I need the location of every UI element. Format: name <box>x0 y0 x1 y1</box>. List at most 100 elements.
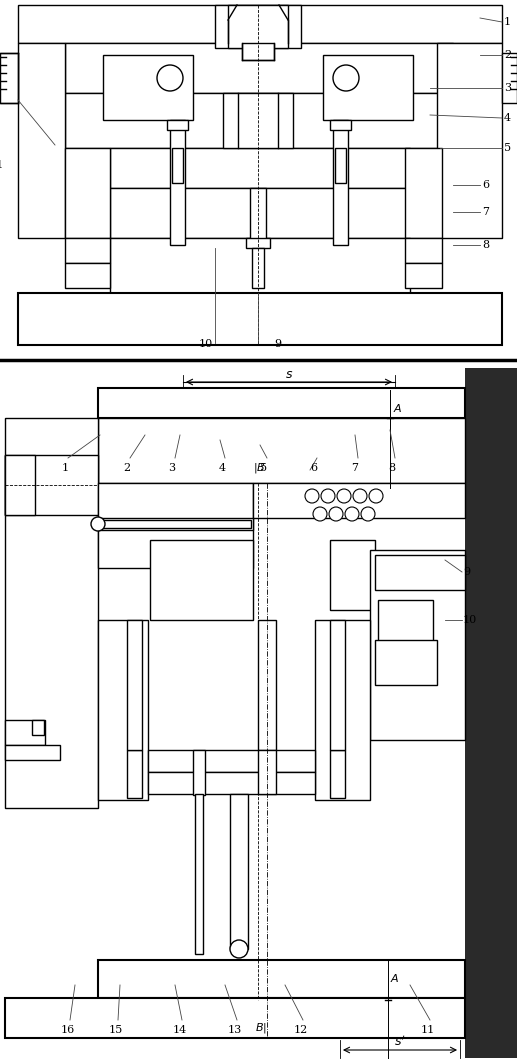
Text: 6: 6 <box>482 180 489 190</box>
Circle shape <box>353 489 367 503</box>
Bar <box>5 998 465 1038</box>
Circle shape <box>91 517 105 530</box>
Bar <box>0 53 18 103</box>
Circle shape <box>157 65 183 91</box>
Text: 9: 9 <box>463 567 470 577</box>
Bar <box>98 418 465 483</box>
Bar <box>5 998 465 1038</box>
Bar <box>215 5 301 48</box>
Bar <box>103 55 193 120</box>
Bar <box>502 53 517 103</box>
Bar <box>148 772 315 794</box>
Bar <box>405 263 442 288</box>
Text: 4: 4 <box>219 463 225 473</box>
Bar <box>110 238 410 293</box>
Bar <box>315 620 370 800</box>
Bar <box>98 483 253 568</box>
Bar <box>250 188 266 243</box>
Text: 10: 10 <box>199 340 213 349</box>
Bar <box>437 44 502 238</box>
Text: $|B$: $|B$ <box>253 460 266 475</box>
Text: 2: 2 <box>124 463 131 473</box>
Text: 7: 7 <box>352 463 358 473</box>
Bar <box>246 238 270 248</box>
Bar <box>150 540 253 620</box>
Bar <box>98 518 253 530</box>
Bar <box>330 540 375 610</box>
Bar <box>65 93 453 147</box>
Bar <box>5 745 60 760</box>
Bar <box>465 368 517 1058</box>
Text: 13: 13 <box>228 1025 242 1034</box>
Bar <box>98 960 465 998</box>
Bar <box>228 5 288 48</box>
Bar <box>242 44 274 60</box>
Bar <box>18 293 502 345</box>
Text: $s$: $s$ <box>285 367 293 381</box>
Bar <box>258 750 276 794</box>
Bar <box>98 620 148 800</box>
Bar <box>5 720 45 745</box>
Bar <box>330 120 351 131</box>
Circle shape <box>361 507 375 521</box>
Bar <box>502 53 517 103</box>
Bar <box>258 620 276 750</box>
Bar <box>244 44 272 58</box>
Circle shape <box>329 507 343 521</box>
Bar <box>18 5 502 44</box>
Text: 1: 1 <box>504 17 511 27</box>
Bar <box>378 601 433 680</box>
Bar <box>170 120 185 245</box>
Bar <box>103 55 193 120</box>
Bar <box>330 750 345 798</box>
Text: 1: 1 <box>62 463 69 473</box>
Bar <box>100 520 251 528</box>
Text: 6: 6 <box>310 463 317 473</box>
Text: 16: 16 <box>61 1025 75 1034</box>
Bar <box>335 147 346 182</box>
Bar <box>333 120 348 245</box>
Bar <box>172 147 183 182</box>
Bar <box>5 455 98 515</box>
Bar <box>5 455 98 515</box>
Text: 11: 11 <box>0 160 4 170</box>
Bar <box>65 93 453 147</box>
Bar <box>370 550 465 740</box>
Text: 12: 12 <box>294 1025 308 1034</box>
Bar <box>378 601 433 680</box>
Circle shape <box>305 489 319 503</box>
Bar <box>127 750 142 798</box>
Bar <box>252 248 264 288</box>
Bar <box>405 147 442 238</box>
Text: 15: 15 <box>109 1025 123 1034</box>
Bar <box>223 93 293 147</box>
Bar <box>127 620 142 750</box>
Text: 8: 8 <box>388 463 396 473</box>
Bar <box>98 388 465 418</box>
Text: 14: 14 <box>173 1025 187 1034</box>
Bar <box>110 238 410 293</box>
Bar <box>323 55 413 120</box>
Bar <box>253 483 465 518</box>
Bar <box>195 794 203 954</box>
Bar <box>375 640 437 685</box>
Bar <box>110 188 410 238</box>
Bar <box>5 455 35 515</box>
Bar <box>65 44 453 93</box>
Bar <box>405 238 442 263</box>
Bar <box>167 120 188 131</box>
Bar <box>370 550 465 740</box>
Text: 4: 4 <box>504 114 511 123</box>
Bar <box>323 55 413 120</box>
Bar <box>223 93 293 147</box>
Text: 3: 3 <box>504 83 511 93</box>
Text: 5: 5 <box>504 143 511 153</box>
Bar <box>110 147 410 188</box>
Circle shape <box>337 489 351 503</box>
Text: 3: 3 <box>169 463 176 473</box>
Bar <box>110 188 410 238</box>
Bar <box>0 53 18 103</box>
Bar <box>65 44 453 93</box>
Text: 9: 9 <box>275 340 282 349</box>
Bar <box>150 540 253 620</box>
